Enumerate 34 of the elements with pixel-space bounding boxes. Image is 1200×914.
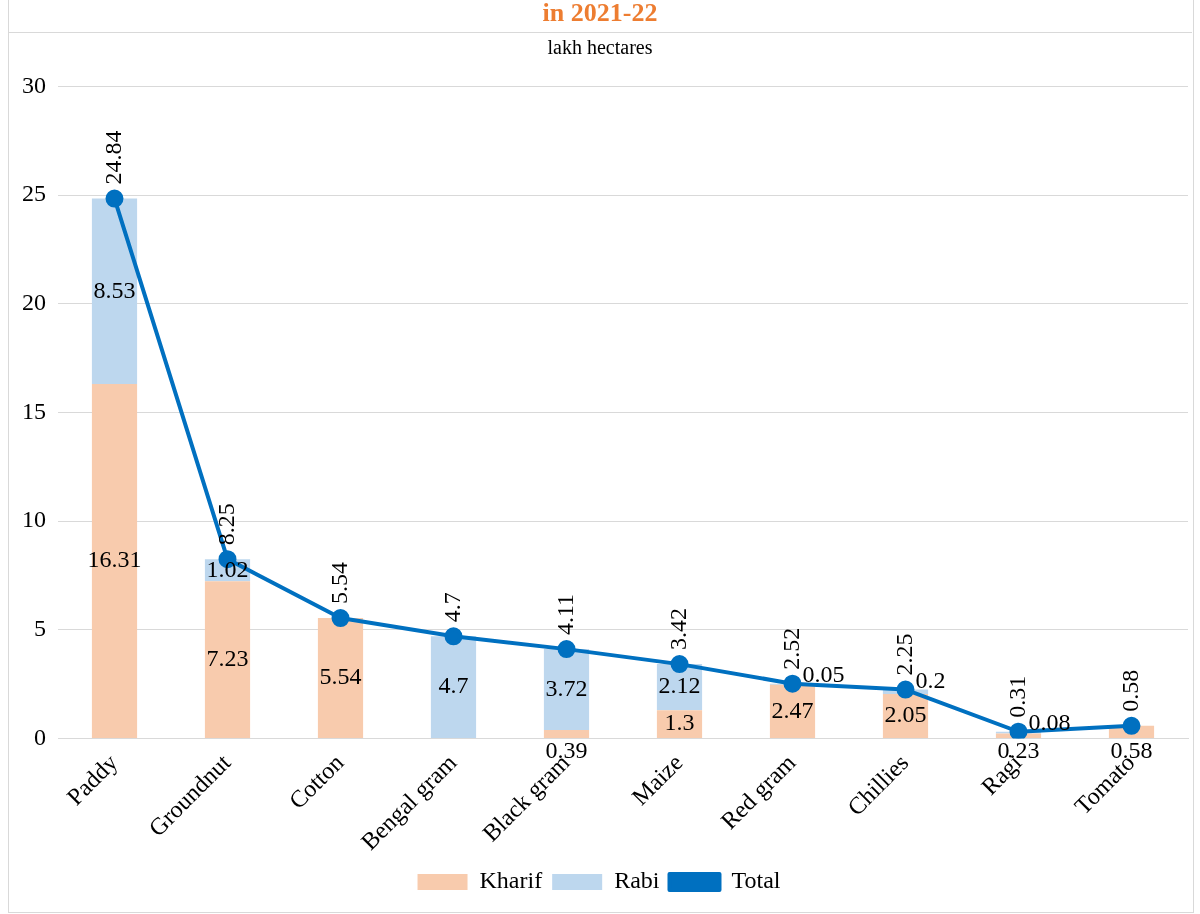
data-label: 5.54 (325, 562, 352, 605)
data-label: 3.72 (545, 674, 588, 701)
data-label: 16.31 (87, 546, 142, 573)
y-tick-label: 30 (22, 71, 46, 98)
data-label: 2.05 (884, 701, 927, 728)
legend-label: Rabi (614, 867, 660, 894)
data-label: 24.84 (99, 130, 126, 185)
chart-subtitle: lakh hectares (546, 36, 654, 59)
data-label: 2.25 (890, 633, 917, 676)
data-label: 2.52 (777, 627, 804, 670)
legend-label: Total (731, 867, 781, 894)
y-tick-label: 20 (22, 289, 46, 316)
y-tick-label: 0 (34, 723, 46, 750)
data-label: 0.05 (802, 660, 845, 687)
data-label: 8.25 (212, 503, 239, 546)
chart-title: in 2021-22 (541, 0, 659, 28)
data-label: 7.23 (206, 644, 249, 671)
y-tick-label: 5 (34, 615, 46, 642)
data-label: 8.53 (93, 276, 136, 303)
data-label: 4.7 (438, 592, 465, 623)
y-tick-label: 15 (22, 397, 46, 424)
y-tick-label: 10 (22, 506, 46, 533)
legend-label: Kharif (479, 867, 543, 894)
data-label: 4.7 (438, 672, 469, 699)
y-tick-label: 25 (22, 180, 46, 207)
data-label: 0.2 (915, 666, 946, 693)
data-label: 0.58 (1116, 669, 1143, 712)
data-label: 3.42 (664, 608, 691, 651)
data-label: 1.3 (664, 709, 695, 736)
data-label: 2.12 (658, 672, 701, 699)
data-label: 0.31 (1003, 675, 1030, 718)
data-label: 2.47 (771, 696, 814, 723)
data-label: 5.54 (319, 663, 362, 690)
data-label: 4.11 (551, 594, 578, 636)
